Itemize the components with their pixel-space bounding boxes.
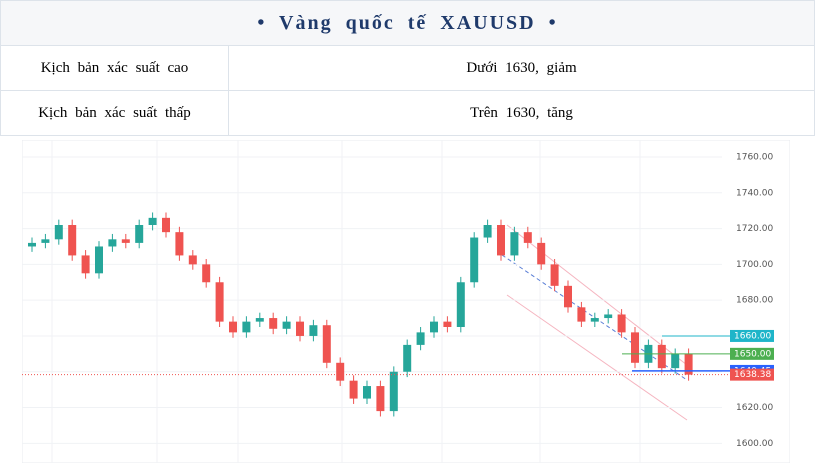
y-tick-label: 1700.00 [736,260,773,270]
candle-body [336,362,345,381]
candle-body [282,321,291,329]
candle-body [564,285,572,308]
candle-body [483,225,492,238]
candle-body [604,314,613,319]
cell: Kịch bản xác suất thấp [0,90,229,136]
level-badge [730,368,774,381]
candle-body [296,321,304,336]
candle-body [363,386,371,399]
candle-body [309,325,318,336]
candle-body [617,314,626,333]
candle-body [81,255,90,274]
candle-body [470,237,479,283]
candle-body [215,282,224,322]
candle-body [202,264,211,283]
candle-body [68,225,77,256]
candle-body [430,321,438,333]
cell: Trên 1630, tăng [228,90,815,136]
candle-body [657,344,666,369]
candle-body [121,239,130,243]
candle-body [497,225,505,256]
candle-body [389,371,398,412]
y-tick-label: 1740.00 [736,188,773,198]
cell: Kịch bản xác suất cao [0,45,229,91]
chart: 1600.001620.001640.001660.001680.001700.… [22,140,790,463]
candle-body [537,242,546,265]
level-label: 1638.38 [734,370,771,380]
candle-body [242,321,251,333]
candle-body [416,332,425,345]
y-tick-label: 1720.00 [736,224,773,234]
candle-body [162,217,170,233]
candle-body [229,321,237,333]
candle-body [671,353,680,369]
candle-body [108,239,117,247]
candle-body [148,217,157,225]
candle-body [175,232,184,256]
y-tick-label: 1620.00 [736,403,773,413]
candle-body [349,380,358,399]
candle-body [510,232,519,256]
chart-frame [22,140,790,463]
candle-body [403,344,412,372]
row: Kịch bản xác suất cao Dưới 1630, giảm [0,45,815,91]
candle-body [550,264,559,286]
level-badge [730,329,774,342]
scenario-table: Kịch bản xác suất cao Dưới 1630, giảm Kịc… [0,45,815,136]
candle-body [631,332,639,363]
candle-body [41,239,50,243]
candle-body [456,282,465,327]
candle-body [135,225,144,243]
candle-body [54,225,63,240]
candle-body [376,386,385,412]
level-label: 1660.00 [734,331,771,341]
title: • Vàng quốc tế XAUUSD • [0,0,815,46]
level-label: 1650.00 [734,349,771,359]
candle-body [255,318,264,322]
candle-body [577,307,586,322]
candle-body [443,321,452,327]
candle-body [322,325,331,363]
candle-body [684,353,693,375]
y-tick-label: 1680.00 [736,296,773,306]
y-tick-label: 1600.00 [736,439,773,449]
level-badge [730,347,774,360]
candle-body [269,318,278,329]
row: Kịch bản xác suất thấp Trên 1630, tăng [0,90,815,136]
channel [506,224,688,421]
trend-line [501,254,688,381]
candle-body [188,255,197,265]
cell: Dưới 1630, giảm [228,45,815,91]
candle-body [95,246,103,274]
candle-body [590,318,599,322]
vertical-grid [51,140,641,463]
candle-body [28,242,36,247]
candle-body [523,232,532,243]
y-tick-label: 1760.00 [736,153,773,163]
